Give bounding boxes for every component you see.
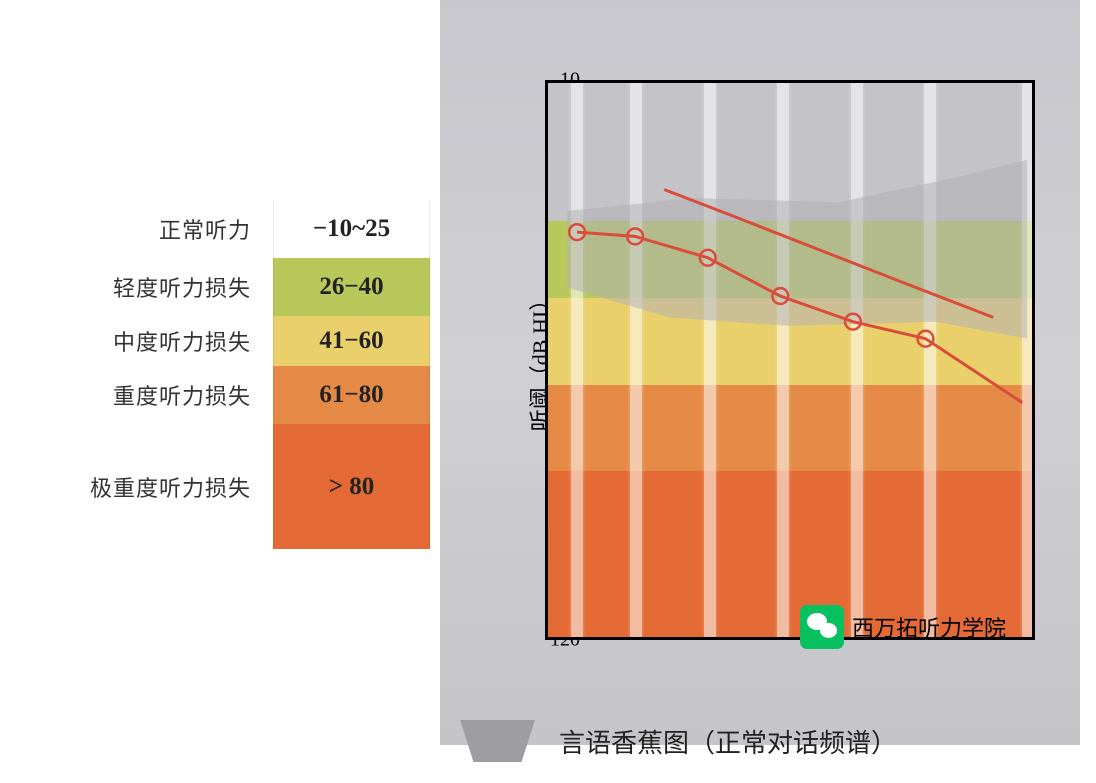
legend-label: 中度听力损失: [98, 325, 273, 357]
legend-panel: 正常听力 −10~25 轻度听力损失 26−40 中度听力损失 41−60 重度…: [90, 200, 430, 549]
legend-row-profound: 极重度听力损失 > 80: [90, 424, 430, 549]
caption-row: 言语香蕉图（正常对话频谱）: [460, 720, 897, 762]
legend-swatch-mild: 26−40: [273, 258, 430, 316]
legend-swatch-normal: −10~25: [273, 200, 430, 258]
legend-swatch-severe: 61−80: [273, 366, 430, 424]
caption-text: 言语香蕉图（正常对话频谱）: [559, 723, 897, 760]
legend-label: 正常听力: [98, 213, 273, 245]
legend-label: 极重度听力损失: [90, 471, 273, 503]
legend-row-moderate: 中度听力损失 41−60: [90, 316, 430, 366]
legend-swatch-moderate: 41−60: [273, 316, 430, 366]
banana-shape-icon: [460, 720, 535, 762]
legend-label: 重度听力损失: [98, 379, 273, 411]
watermark: 西万拓听力学院: [800, 605, 1006, 649]
legend-label: 轻度听力损失: [98, 271, 273, 303]
plot-area: [545, 80, 1035, 640]
legend-row-severe: 重度听力损失 61−80: [90, 366, 430, 424]
legend-row-mild: 轻度听力损失 26−40: [90, 258, 430, 316]
chart-lines: [548, 83, 1032, 637]
legend-swatch-profound: > 80: [273, 424, 430, 549]
watermark-text: 西万拓听力学院: [852, 611, 1006, 643]
legend-row-normal: 正常听力 −10~25: [90, 200, 430, 258]
wechat-icon: [800, 605, 844, 649]
